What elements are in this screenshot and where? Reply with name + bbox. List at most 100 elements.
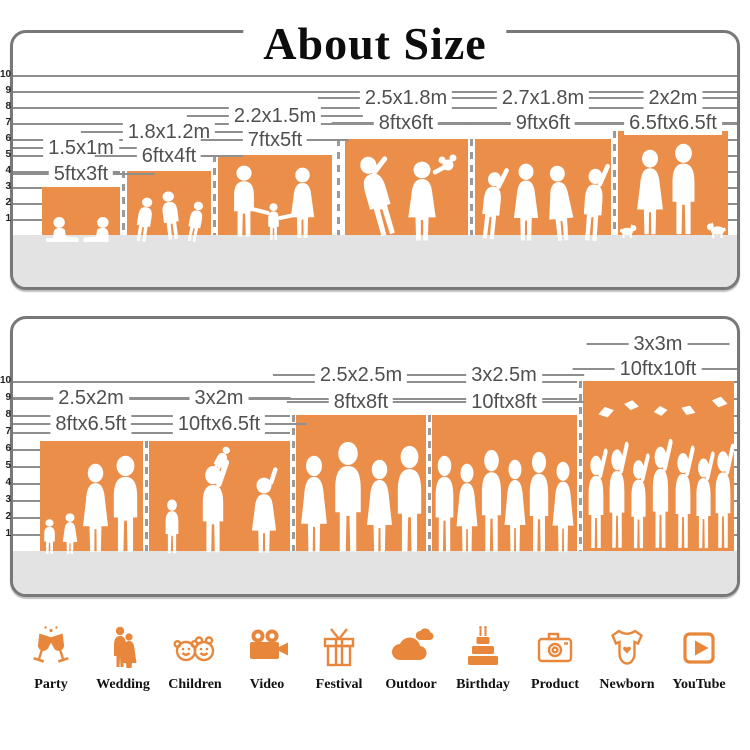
size-label-feet: 10ftx8ft [424,390,584,414]
size-bar-6.5ftx6.5ft [618,131,728,238]
axis-tick-label: 4 [5,477,11,488]
axis-tick-label: 4 [5,165,11,176]
page-title: About Size [243,18,507,70]
size-label-feet: 10ftx6.5ft [130,412,308,436]
size-label-feet: 7ftx5ft [200,128,351,152]
size-bar-10ftx10ft [583,381,734,551]
category-label: Birthday [456,677,510,692]
size-panel-large: 2.5x2m 8ftx6.5ft 3x2m 10ftx6.5ft 2.5x2.5… [10,316,740,597]
size-label-feet: 9ftx6ft [468,111,619,135]
axis-tick-label: 2 [5,197,11,208]
baby-onesie-icon [611,629,643,665]
category-outdoor: Outdoor [375,624,447,693]
play-button-icon [683,632,715,664]
photo-camera-icon [537,632,573,663]
silhouette-couple-with-dogs [620,143,726,238]
size-bar-10ftx8ft [432,415,577,553]
category-birthday: Birthday [447,624,519,693]
silhouette-family-of-four [44,455,138,554]
axis-tick-label: 3 [5,181,11,192]
bar-separator [120,171,127,235]
bar-separator [577,381,583,551]
size-bar-8ftx6ft [345,139,468,241]
axis-tick-label: 10 [0,375,12,386]
size-label-metric: 2.5x1.8m [317,86,495,110]
axis-tick-label: 1 [5,528,11,539]
size-label-metric: 2.5x2.5m [272,363,450,387]
size-label-feet: 6.5ftx6.5ft [582,111,737,135]
silhouette-women-dancing [479,161,611,242]
category-label: Children [168,677,222,692]
category-youtube: YouTube [663,624,735,693]
category-children: Children [159,624,231,693]
axis-tick-label: 10 [0,69,12,80]
category-label: Outdoor [385,677,437,692]
size-bar-6ftx4ft [127,171,211,243]
size-panel-small: 1.5x1m 5ftx3ft 1.8x1.2m 6ftx4ft 2.2x1.5m… [10,30,740,290]
size-label-metric: 1.8x1.2m [80,120,258,144]
category-label: Newborn [599,677,655,692]
gift-box-icon [323,628,355,667]
size-bar-9ftx6ft [475,139,611,242]
size-label-metric: 2x2m [601,86,737,110]
size-label-metric: 2.2x1.5m [186,104,364,128]
party-glasses-icon [33,626,69,663]
category-product: Product [519,624,591,693]
size-label-feet: 10ftx10ft [572,357,737,381]
video-camera-icon [250,629,288,659]
bar-separator [143,441,149,551]
birthday-cake-icon [468,626,498,665]
bar-separator [468,139,475,235]
size-bar-7ftx5ft [218,155,332,240]
category-newborn: Newborn [591,624,663,693]
axis-tick-label: 5 [5,460,11,471]
size-label-feet: 8ftx6.5ft [13,412,174,436]
silhouette-family-holding-hands [234,165,315,240]
size-label-metric: 2.7x1.8m [454,86,632,110]
category-label: Product [531,677,579,692]
bar-separator [290,415,296,551]
category-video: Video [231,624,303,693]
category-party: Party [15,624,87,693]
silhouette-family-lifting-child [165,444,278,554]
size-label-feet: 8ftx8ft [286,390,437,414]
gridline [13,75,737,77]
axis-tick-label: 8 [5,409,11,420]
silhouette-wedding-couple [355,154,457,241]
axis-tick-label: 2 [5,511,11,522]
clouds-icon [392,628,434,661]
category-label: Party [34,677,68,692]
size-bar-10ftx6.5ft [149,441,290,554]
category-label: YouTube [672,677,726,692]
axis-tick-label: 9 [5,392,11,403]
axis-tick-label: 7 [5,426,11,437]
size-bar-5ftx3ft [42,187,120,242]
axis-tick-label: 8 [5,101,11,112]
size-label-feet: 8ftx6ft [331,111,482,135]
bar-separator [211,155,218,235]
category-label: Festival [315,677,363,692]
axis-tick-label: 6 [5,133,11,144]
size-label-feet: 5ftx3ft [13,162,157,186]
size-label-feet: 6ftx4ft [94,144,245,168]
size-label-metric: 3x2.5m [424,363,584,387]
category-label: Video [249,677,285,692]
category-label: Wedding [96,677,150,692]
bar-separator [426,415,432,551]
silhouette-group-standing [301,441,422,552]
silhouette-kids-reading [46,217,109,242]
axis-tick-label: 7 [5,117,11,128]
bar-separator [611,131,618,235]
axis-tick-label: 9 [5,85,11,96]
children-faces-icon [173,636,215,662]
floor [13,235,737,287]
category-festival: Festival [303,624,375,693]
axis-tick-label: 1 [5,213,11,224]
axis-tick-label: 5 [5,149,11,160]
size-label-metric: 2.5x2m [13,386,171,410]
silhouette-large-group [435,449,574,553]
size-label-metric: 3x3m [586,332,730,356]
category-row: Party Wedding [15,624,735,693]
floor [13,551,737,594]
